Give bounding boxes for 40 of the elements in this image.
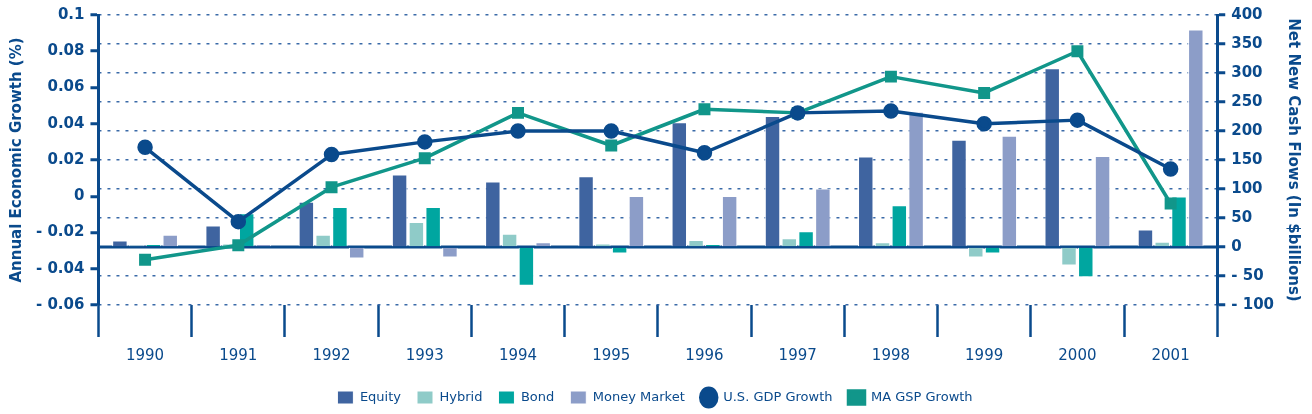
x-tick-label: 1996 bbox=[685, 345, 724, 364]
y2-tick-label: 100 bbox=[1231, 178, 1263, 197]
x-tick-label: 1991 bbox=[219, 345, 258, 364]
y-tick-label: 0.1 bbox=[57, 4, 85, 23]
legend-label: Equity bbox=[359, 388, 402, 404]
x-tick-label: 1995 bbox=[592, 345, 631, 364]
y2-tick-label: 150 bbox=[1231, 149, 1263, 168]
x-tick-label: 1999 bbox=[965, 345, 1004, 364]
y2-tick-label: 50 bbox=[1231, 207, 1253, 226]
legend-label: Bond bbox=[520, 388, 555, 404]
y-tick-label: - 0.02 bbox=[35, 222, 85, 241]
x-tick-label: 1997 bbox=[778, 345, 817, 364]
y2-tick-label: 200 bbox=[1231, 120, 1263, 139]
y-tick-label: 0.08 bbox=[47, 41, 85, 60]
y2-axis-title: Net New Cash Flows (In $billions) bbox=[1285, 18, 1304, 302]
legend-label: Hybrid bbox=[439, 388, 483, 404]
x-tick-label: 1994 bbox=[498, 345, 538, 364]
y-tick-label: 0.02 bbox=[47, 149, 85, 168]
y-axis-title: Annual Economic Growth (%) bbox=[6, 37, 25, 283]
y-tick-label: 0.06 bbox=[47, 77, 85, 96]
y2-tick-label: 0 bbox=[1231, 236, 1242, 255]
x-tick-label: 1990 bbox=[125, 345, 165, 364]
y-tick-label: - 0.04 bbox=[35, 258, 85, 277]
x-tick-label: 1992 bbox=[312, 345, 351, 364]
y2-tick-label: - 50 bbox=[1231, 265, 1264, 284]
x-tick-label: 1993 bbox=[405, 345, 444, 364]
x-tick-label: 2001 bbox=[1151, 345, 1190, 364]
legend-label: U.S. GDP Growth bbox=[723, 388, 833, 404]
y2-tick-label: 300 bbox=[1231, 62, 1263, 81]
legend-label: Money Market bbox=[592, 388, 685, 404]
y2-tick-label: 400 bbox=[1231, 4, 1263, 23]
y2-tick-label: 250 bbox=[1231, 91, 1263, 110]
x-tick-label: 2000 bbox=[1058, 345, 1097, 364]
y-tick-label: 0 bbox=[74, 186, 85, 205]
y-tick-label: 0.04 bbox=[47, 113, 85, 132]
y2-tick-label: - 100 bbox=[1231, 294, 1275, 313]
y2-tick-label: 350 bbox=[1231, 33, 1263, 52]
y-tick-label: - 0.06 bbox=[35, 294, 85, 313]
x-tick-label: 1998 bbox=[871, 345, 911, 364]
legend-label: MA GSP Growth bbox=[871, 388, 973, 404]
